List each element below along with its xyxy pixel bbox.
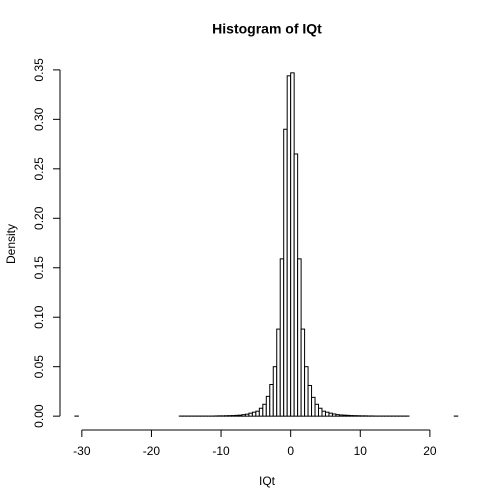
- bar: [241, 414, 246, 417]
- y-tick-label: 0.10: [32, 305, 46, 329]
- x-axis-label: IQt: [259, 474, 276, 488]
- bar: [297, 258, 302, 417]
- bar: [290, 72, 295, 417]
- y-axis-label: Density: [4, 224, 18, 264]
- bar: [335, 414, 340, 417]
- bar: [324, 411, 330, 417]
- bar: [272, 366, 278, 417]
- x-tick-label: 10: [354, 444, 368, 458]
- bar: [279, 258, 285, 417]
- bar: [230, 415, 236, 417]
- bar: [293, 153, 299, 417]
- bar: [262, 403, 267, 417]
- bar: [251, 411, 257, 417]
- y-tick-label: 0.30: [32, 107, 46, 131]
- bar: [307, 384, 313, 417]
- bar: [237, 414, 243, 417]
- bar: [321, 410, 326, 417]
- x-tick-label: -20: [143, 444, 161, 458]
- x-tick-label: 0: [287, 444, 294, 458]
- bar: [345, 414, 351, 417]
- bar: [349, 415, 354, 417]
- y-tick-label: 0.00: [32, 404, 46, 428]
- bar: [331, 413, 337, 417]
- x-tick-label: -10: [212, 444, 230, 458]
- bar: [265, 395, 271, 417]
- bar: [314, 403, 320, 417]
- chart-title: Histogram of IQt: [212, 21, 322, 37]
- x-tick-label: 20: [423, 444, 437, 458]
- bar: [234, 414, 239, 417]
- bar: [283, 128, 288, 417]
- bar: [300, 328, 306, 417]
- bar: [304, 366, 309, 417]
- y-tick-label: 0.20: [32, 206, 46, 230]
- bar: [255, 410, 260, 417]
- bar: [338, 414, 344, 417]
- y-tick-label: 0.05: [32, 355, 46, 379]
- bar: [276, 328, 281, 417]
- bar: [244, 413, 250, 417]
- bar: [286, 75, 292, 417]
- bar: [269, 383, 274, 417]
- bar: [248, 412, 253, 417]
- x-tick-label: -30: [73, 444, 91, 458]
- y-tick-label: 0.15: [32, 256, 46, 280]
- y-tick-label: 0.25: [32, 157, 46, 181]
- bar: [258, 407, 264, 417]
- bar: [328, 412, 333, 417]
- bar: [342, 414, 347, 417]
- bar: [318, 407, 323, 417]
- bar: [311, 396, 316, 417]
- y-tick-label: 0.35: [32, 58, 46, 82]
